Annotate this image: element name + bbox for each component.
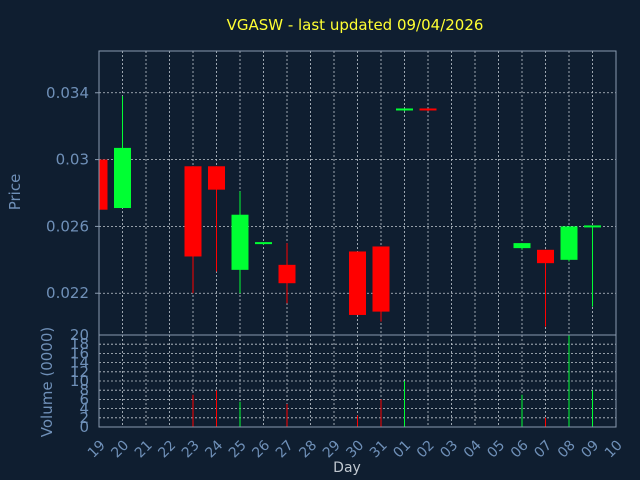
- candle-body: [99, 159, 108, 210]
- candle-body: [419, 108, 437, 111]
- day-tick-label: 31: [367, 437, 391, 461]
- chart-title: VGASW - last updated 09/04/2026: [227, 16, 484, 34]
- day-tick-label: 07: [531, 437, 555, 461]
- day-tick-label: 06: [508, 437, 532, 461]
- volume-tick-label: 8: [79, 381, 89, 399]
- volume-tick-label: 2: [79, 409, 89, 427]
- day-tick-label: 24: [202, 437, 226, 461]
- candle-body: [372, 246, 390, 312]
- candle-body: [349, 251, 366, 315]
- candle-body: [231, 214, 249, 270]
- volume-tick-label: 6: [79, 390, 89, 408]
- price-tick-label: 0.026: [46, 217, 89, 235]
- volume-tick-label: 20: [70, 326, 89, 344]
- day-tick-label: 26: [249, 437, 273, 461]
- candle-body: [255, 242, 272, 245]
- price-tick-label: 0.03: [56, 151, 89, 169]
- day-tick-label: 29: [320, 437, 344, 461]
- day-tick-label: 04: [461, 437, 485, 461]
- volume-gridlines: [99, 334, 616, 428]
- day-tick-label: 01: [390, 437, 414, 461]
- day-tick-label: 02: [414, 437, 438, 461]
- candle-body: [208, 166, 225, 190]
- candle-body: [584, 225, 601, 228]
- day-tick-label: 25: [226, 437, 250, 461]
- candle-body: [278, 264, 296, 284]
- day-tick-label: 20: [108, 437, 132, 461]
- day-tick-label: 22: [155, 437, 179, 461]
- day-tick-label: 10: [602, 437, 626, 461]
- candle-body: [537, 249, 554, 264]
- day-axis-label: Day: [333, 460, 361, 476]
- volume-tick-label: 4: [79, 400, 89, 418]
- day-tick-label: 27: [273, 437, 297, 461]
- price-axis-label: Price: [6, 174, 24, 211]
- volume-panel-frame: [98, 334, 617, 428]
- day-tick-label: 09: [578, 437, 602, 461]
- candle-body: [560, 226, 578, 260]
- day-tick-label: 08: [555, 437, 579, 461]
- candle-body: [184, 166, 202, 257]
- day-tick-label: 21: [132, 437, 156, 461]
- candle-body: [513, 243, 531, 249]
- volume-bars: [192, 335, 593, 427]
- day-tick-label: 05: [484, 437, 508, 461]
- volume-axis-label: Volume (0000): [38, 327, 56, 437]
- day-tick-label: 28: [296, 437, 320, 461]
- price-tick-label: 0.022: [46, 284, 89, 302]
- day-axis-ticks: 19 20 21 22 23 24 25 26 27 28 29 30 31 01 02 03 04 05 06 07…: [85, 437, 626, 461]
- price-candles: [99, 96, 601, 327]
- price-axis-ticks: 0.022 0.026 0.03 0.034: [46, 84, 99, 302]
- day-tick-label: 30: [343, 437, 367, 461]
- day-tick-label: 03: [437, 437, 461, 461]
- volume-tick-label: 18: [70, 335, 89, 353]
- volume-tick-label: 0: [79, 418, 89, 436]
- day-tick-label: 19: [85, 437, 109, 461]
- day-tick-label: 23: [179, 437, 203, 461]
- volume-tick-label: 14: [70, 354, 89, 372]
- candle-body: [396, 108, 413, 111]
- volume-tick-label: 12: [70, 363, 89, 381]
- volume-tick-label: 10: [70, 372, 89, 390]
- candle-body: [114, 147, 131, 209]
- volume-tick-label: 16: [70, 344, 89, 362]
- price-tick-label: 0.034: [46, 84, 89, 102]
